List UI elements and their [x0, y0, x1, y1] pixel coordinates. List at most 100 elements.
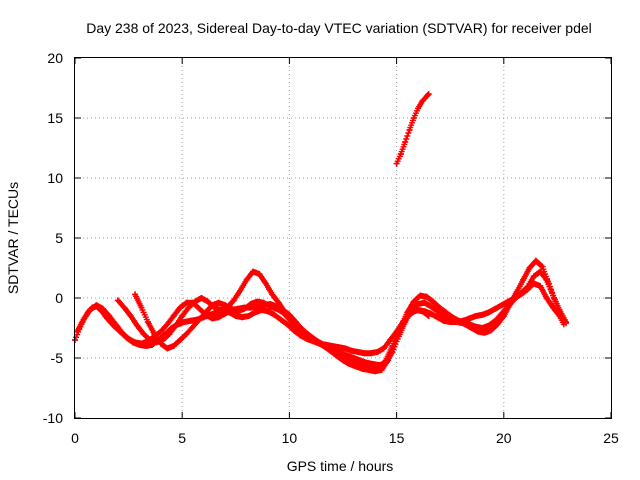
data-point — [187, 317, 194, 324]
data-point — [365, 367, 372, 373]
data-point — [222, 310, 229, 317]
data-point — [189, 323, 196, 330]
data-point — [279, 309, 286, 316]
data-point — [543, 295, 550, 301]
data-point — [376, 362, 383, 369]
data-point — [382, 359, 389, 366]
data-point — [387, 337, 394, 343]
data-point — [196, 316, 203, 323]
data-point — [526, 265, 533, 271]
data-point — [170, 313, 177, 319]
data-point — [164, 345, 171, 352]
y-tick-label: 10 — [47, 170, 63, 186]
data-point — [239, 314, 246, 321]
data-point — [247, 301, 254, 307]
data-point — [460, 320, 467, 327]
data-point — [331, 347, 338, 354]
data-point — [312, 338, 319, 345]
data-point — [440, 313, 447, 319]
data-point — [397, 151, 404, 157]
data-point — [425, 91, 432, 97]
data-point — [344, 352, 351, 359]
data-point — [157, 340, 164, 347]
data-point — [410, 115, 417, 121]
data-point — [357, 357, 364, 364]
data-point — [127, 313, 134, 319]
data-point — [350, 355, 357, 361]
data-point — [80, 316, 87, 323]
data-point — [492, 305, 499, 312]
data-point — [372, 368, 379, 375]
data-point — [434, 308, 441, 315]
data-point — [402, 139, 409, 145]
data-point — [179, 313, 186, 319]
data-point — [198, 295, 205, 301]
data-point — [505, 303, 512, 310]
data-point — [485, 322, 492, 329]
data-point — [556, 307, 563, 313]
data-point — [352, 363, 359, 370]
data-point — [361, 350, 368, 357]
x-tick-label: 0 — [71, 430, 79, 446]
x-axis-label: GPS time / hours — [287, 458, 394, 474]
y-tick-label: -5 — [51, 350, 64, 366]
data-point — [119, 329, 126, 336]
data-point — [241, 305, 248, 312]
data-point — [125, 335, 132, 342]
data-point — [378, 367, 385, 373]
y-tick-label: 15 — [47, 110, 63, 126]
data-point — [415, 105, 422, 112]
x-tick-label: 5 — [178, 430, 186, 446]
data-point — [487, 327, 494, 334]
data-point — [485, 309, 492, 316]
data-point — [262, 280, 269, 287]
data-point — [543, 277, 550, 283]
data-point — [290, 327, 297, 334]
data-point — [421, 308, 428, 315]
data-point — [511, 296, 518, 303]
data-point — [164, 321, 171, 328]
data-point — [74, 328, 81, 335]
data-point — [447, 316, 454, 323]
data-point — [172, 322, 179, 329]
data-point — [472, 313, 479, 319]
data-point — [147, 337, 154, 343]
series-track-4 — [132, 268, 569, 369]
data-point — [121, 304, 128, 311]
data-point — [419, 98, 426, 105]
data-point — [269, 291, 276, 298]
data-point — [277, 316, 284, 323]
data-point — [346, 361, 353, 367]
data-point — [380, 345, 387, 352]
data-point — [177, 304, 184, 311]
data-point — [157, 328, 164, 335]
data-point — [318, 341, 325, 348]
data-point — [106, 313, 113, 319]
data-point — [202, 309, 209, 316]
data-point — [524, 284, 531, 291]
data-point — [254, 298, 261, 305]
data-point — [492, 317, 499, 324]
data-point — [181, 319, 188, 325]
data-point — [299, 329, 306, 336]
data-point — [370, 361, 377, 367]
data-point — [562, 319, 569, 325]
data-point — [271, 311, 278, 318]
data-point — [415, 301, 422, 307]
y-axis-tick-labels: -10 -5 0 5 10 15 20 — [43, 50, 63, 426]
data-point — [520, 277, 527, 283]
data-point — [453, 319, 460, 325]
x-tick-label: 20 — [496, 430, 512, 446]
data-point — [498, 302, 505, 309]
data-point — [430, 298, 437, 305]
data-point — [402, 319, 409, 325]
data-point — [466, 315, 473, 322]
series-track-5 — [393, 91, 432, 167]
data-point — [479, 311, 486, 318]
x-axis-tick-labels: 0 5 10 15 20 25 — [71, 430, 619, 446]
data-point — [87, 307, 94, 313]
data-point — [93, 302, 100, 309]
data-point — [183, 331, 190, 337]
data-point — [114, 297, 121, 304]
data-point — [185, 304, 192, 311]
